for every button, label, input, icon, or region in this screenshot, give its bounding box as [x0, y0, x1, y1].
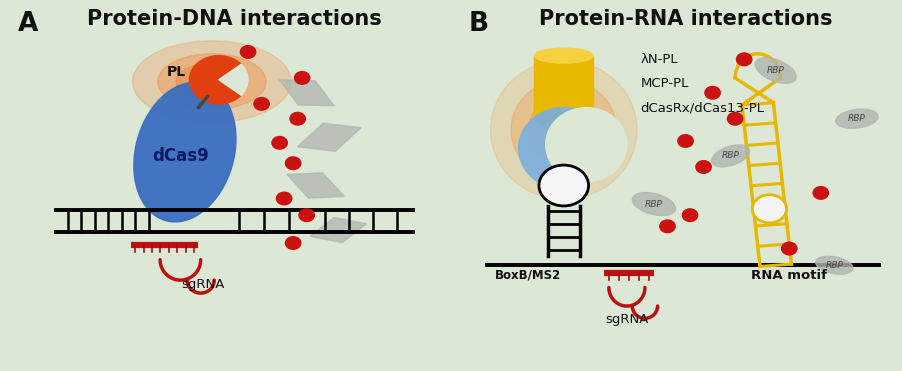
Text: B: B	[469, 11, 489, 37]
Ellipse shape	[491, 60, 637, 200]
Ellipse shape	[529, 96, 599, 163]
Text: RBP: RBP	[645, 200, 663, 209]
Text: RBP: RBP	[722, 151, 740, 160]
Ellipse shape	[511, 80, 617, 180]
Ellipse shape	[534, 48, 594, 63]
Text: dCasRx/dCas13-PL: dCasRx/dCas13-PL	[640, 101, 764, 114]
Polygon shape	[298, 123, 361, 151]
Circle shape	[678, 135, 693, 147]
Circle shape	[781, 242, 797, 255]
Circle shape	[813, 187, 829, 199]
Circle shape	[272, 137, 287, 149]
Circle shape	[727, 112, 743, 125]
Text: Protein-DNA interactions: Protein-DNA interactions	[87, 9, 382, 29]
Circle shape	[286, 157, 301, 170]
Text: PL: PL	[166, 65, 186, 79]
Text: sgRNA: sgRNA	[181, 278, 225, 291]
Ellipse shape	[546, 108, 627, 182]
Bar	[534, 56, 594, 119]
Circle shape	[276, 192, 291, 205]
Circle shape	[704, 86, 720, 99]
Polygon shape	[310, 217, 366, 243]
Polygon shape	[280, 80, 334, 106]
Circle shape	[695, 161, 711, 173]
Circle shape	[254, 98, 269, 110]
Text: RNA motif: RNA motif	[751, 269, 827, 282]
Ellipse shape	[133, 41, 291, 122]
Circle shape	[240, 46, 256, 58]
Text: Protein-RNA interactions: Protein-RNA interactions	[538, 9, 833, 29]
Circle shape	[290, 112, 305, 125]
Ellipse shape	[176, 63, 248, 100]
Ellipse shape	[836, 109, 878, 128]
Text: RBP: RBP	[767, 66, 785, 75]
Text: λN-PL: λN-PL	[640, 53, 678, 66]
Text: MCP-PL: MCP-PL	[640, 77, 689, 90]
Text: sgRNA: sgRNA	[605, 313, 649, 326]
Ellipse shape	[519, 108, 609, 189]
Ellipse shape	[755, 58, 796, 83]
Wedge shape	[189, 56, 241, 104]
Circle shape	[737, 53, 752, 66]
Text: RBP: RBP	[825, 261, 843, 270]
Circle shape	[660, 220, 675, 233]
Circle shape	[299, 209, 314, 221]
Text: BoxB/MS2: BoxB/MS2	[494, 269, 561, 282]
Ellipse shape	[815, 256, 853, 274]
Circle shape	[295, 72, 310, 84]
Text: A: A	[18, 11, 39, 37]
Ellipse shape	[158, 54, 266, 109]
Polygon shape	[287, 173, 345, 198]
Circle shape	[682, 209, 698, 221]
Circle shape	[286, 237, 301, 249]
Circle shape	[539, 165, 588, 206]
Ellipse shape	[712, 145, 750, 167]
Ellipse shape	[632, 193, 676, 216]
Circle shape	[752, 195, 787, 223]
Wedge shape	[218, 64, 248, 95]
Text: RBP: RBP	[848, 114, 866, 123]
Ellipse shape	[133, 82, 236, 222]
Ellipse shape	[534, 111, 594, 126]
Text: dCas9: dCas9	[152, 147, 208, 165]
